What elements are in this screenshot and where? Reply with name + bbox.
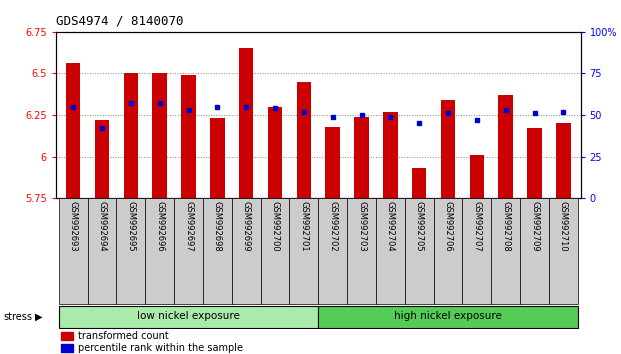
Text: GSM992698: GSM992698 [213,201,222,252]
Bar [153,74,167,198]
Bar [232,198,261,304]
Bar [405,198,433,304]
Text: GSM992695: GSM992695 [126,201,135,252]
Text: GSM992693: GSM992693 [69,201,78,252]
Bar [61,332,73,341]
Text: GSM992705: GSM992705 [415,201,424,252]
Bar [210,118,225,198]
Bar [203,198,232,304]
Text: GSM992706: GSM992706 [443,201,453,252]
Text: GSM992701: GSM992701 [299,201,309,252]
Bar [549,198,578,304]
Bar [556,123,571,198]
Bar [355,117,369,198]
Bar [383,112,397,198]
Bar [95,120,109,198]
Text: GSM992703: GSM992703 [357,201,366,252]
Bar [325,127,340,198]
Text: GSM992694: GSM992694 [97,201,107,252]
Text: GSM992696: GSM992696 [155,201,164,252]
Bar [499,95,513,198]
Bar [239,48,253,198]
Bar [268,107,282,198]
Text: ▶: ▶ [35,312,43,322]
Bar [376,198,405,304]
Text: GSM992699: GSM992699 [242,201,251,252]
Bar [491,198,520,304]
Bar [59,198,88,304]
Bar [318,198,347,304]
Text: high nickel exposure: high nickel exposure [394,311,502,321]
Bar [124,74,138,198]
Bar [441,100,455,198]
Text: GSM992710: GSM992710 [559,201,568,252]
Text: percentile rank within the sample: percentile rank within the sample [78,343,243,353]
Bar [318,306,578,328]
Bar [174,198,203,304]
Bar [412,168,427,198]
Bar [297,82,311,198]
Bar [145,198,174,304]
Bar [66,63,80,198]
Bar [289,198,318,304]
Text: stress: stress [3,312,32,322]
Text: GSM992704: GSM992704 [386,201,395,252]
Bar [433,198,463,304]
Text: transformed count: transformed count [78,331,169,341]
Text: GSM992697: GSM992697 [184,201,193,252]
Text: GSM992700: GSM992700 [271,201,279,252]
Bar [347,198,376,304]
Text: GSM992702: GSM992702 [328,201,337,252]
Bar [117,198,145,304]
Text: GSM992707: GSM992707 [473,201,481,252]
Bar [469,155,484,198]
Bar [59,306,318,328]
Bar [463,198,491,304]
Bar [88,198,117,304]
Text: GSM992708: GSM992708 [501,201,510,252]
Text: GDS4974 / 8140070: GDS4974 / 8140070 [56,14,183,27]
Text: GSM992709: GSM992709 [530,201,539,252]
Bar [520,198,549,304]
Bar [527,129,542,198]
Bar [61,344,73,352]
Bar [261,198,289,304]
Bar [181,75,196,198]
Text: low nickel exposure: low nickel exposure [137,311,240,321]
